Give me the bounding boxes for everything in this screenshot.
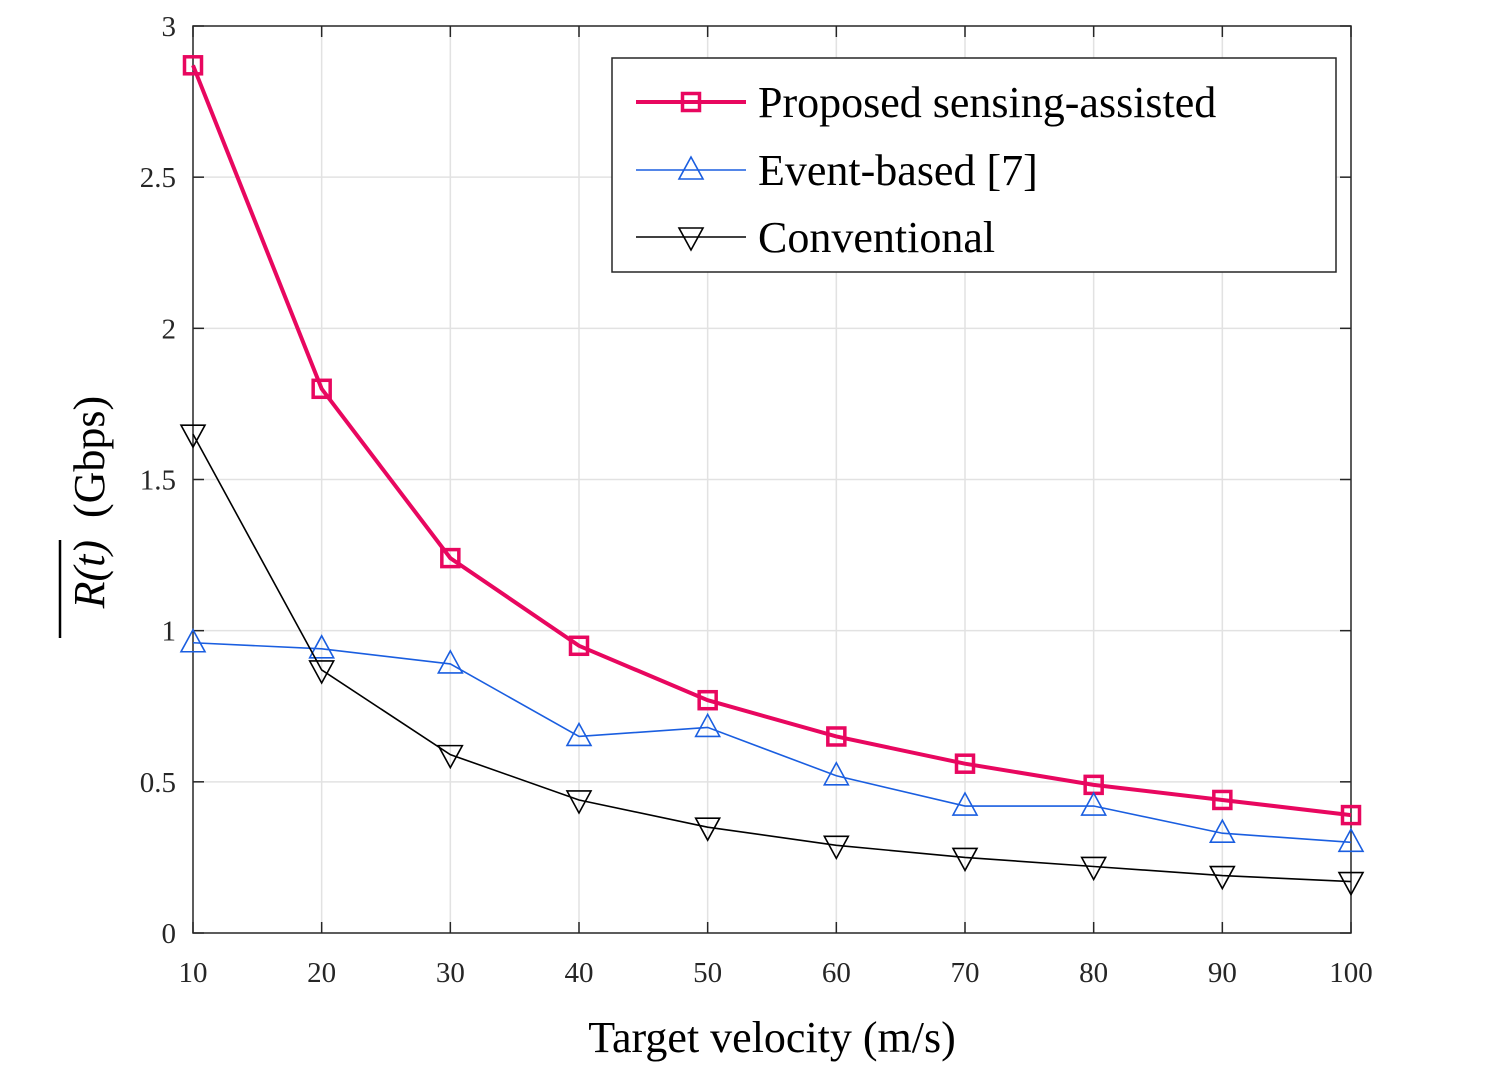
data-point-marker bbox=[179, 424, 207, 449]
data-point-marker bbox=[822, 761, 850, 786]
data-point-marker bbox=[565, 721, 593, 747]
tick-labels: 10 20 30 40 50 60 70 80 90 100 0 0.5 1 1.5 2 2.5 3 bbox=[140, 11, 1373, 989]
y-axis-label-symbol: R(t) bbox=[65, 540, 114, 609]
legend-entry: Proposed sensing-assisted bbox=[636, 78, 1216, 127]
data-point-marker bbox=[308, 660, 336, 685]
data-point-marker bbox=[1340, 804, 1362, 826]
x-tick-label: 20 bbox=[307, 957, 336, 989]
data-point-marker bbox=[436, 744, 464, 770]
data-point-marker bbox=[694, 712, 722, 738]
data-point-marker bbox=[1212, 789, 1233, 811]
data-point-marker bbox=[954, 753, 976, 774]
x-tick-label: 100 bbox=[1329, 957, 1373, 989]
y-tick-label: 2 bbox=[162, 313, 177, 345]
series-line bbox=[192, 433, 1352, 883]
y-axis-label-unit: (Gbps) bbox=[65, 396, 114, 518]
legend-entry: Conventional bbox=[636, 213, 995, 262]
series-line bbox=[191, 64, 1352, 818]
y-tick-label: 2.5 bbox=[140, 162, 176, 194]
y-tick-label: 3 bbox=[162, 11, 177, 43]
series-proposed-sensing-assisted bbox=[182, 55, 1362, 826]
data-point-marker bbox=[308, 634, 336, 659]
data-point-marker bbox=[951, 847, 979, 873]
x-tick-label: 10 bbox=[179, 957, 208, 989]
legend-marker bbox=[677, 155, 705, 180]
x-tick-label: 80 bbox=[1079, 957, 1108, 989]
x-tick-label: 50 bbox=[693, 957, 722, 989]
data-point-marker bbox=[694, 817, 722, 842]
data-point-marker bbox=[311, 378, 332, 400]
data-point-marker bbox=[436, 649, 464, 674]
data-point-marker bbox=[1208, 818, 1236, 844]
legend-marker bbox=[677, 227, 705, 252]
series-line bbox=[192, 641, 1352, 844]
data-point-marker bbox=[565, 790, 593, 815]
x-tick-label: 70 bbox=[951, 957, 980, 989]
axis-ticks bbox=[192, 25, 1352, 934]
legend-label: Event-based [7] bbox=[758, 146, 1038, 195]
data-point-marker bbox=[1337, 871, 1365, 897]
series-conventional bbox=[179, 424, 1365, 897]
data-point-marker bbox=[826, 726, 847, 747]
series-event-based-7 bbox=[179, 628, 1365, 853]
data-point-marker bbox=[440, 547, 461, 569]
data-point-marker bbox=[822, 835, 850, 860]
x-tick-label: 60 bbox=[822, 957, 851, 989]
x-tick-label: 30 bbox=[436, 957, 465, 989]
y-tick-label: 1 bbox=[162, 616, 177, 648]
legend-entry: Event-based [7] bbox=[636, 146, 1038, 195]
y-tick-label: 0.5 bbox=[140, 767, 176, 799]
legend-marker bbox=[680, 91, 702, 113]
y-tick-label: 1.5 bbox=[140, 465, 176, 497]
data-point-marker bbox=[697, 689, 718, 711]
x-tick-label: 90 bbox=[1208, 957, 1237, 989]
data-point-marker bbox=[1208, 865, 1236, 891]
legend-label: Conventional bbox=[758, 213, 995, 262]
data-series bbox=[179, 55, 1365, 897]
legend: Proposed sensing-assisted Event-based [7]… bbox=[611, 57, 1337, 273]
x-axis-label: Target velocity (m/s) bbox=[588, 1013, 956, 1062]
y-axis-label: R(t) (Gbps) bbox=[58, 396, 114, 638]
data-point-marker bbox=[1080, 856, 1108, 882]
data-point-marker bbox=[951, 791, 979, 816]
legend-label: Proposed sensing-assisted bbox=[758, 78, 1216, 127]
data-point-marker bbox=[1337, 827, 1365, 853]
data-point-marker bbox=[182, 55, 204, 76]
y-tick-label: 0 bbox=[162, 918, 177, 950]
data-point-marker bbox=[179, 628, 207, 653]
x-tick-label: 40 bbox=[565, 957, 594, 989]
data-point-marker bbox=[1080, 791, 1108, 816]
data-point-marker bbox=[568, 635, 590, 657]
